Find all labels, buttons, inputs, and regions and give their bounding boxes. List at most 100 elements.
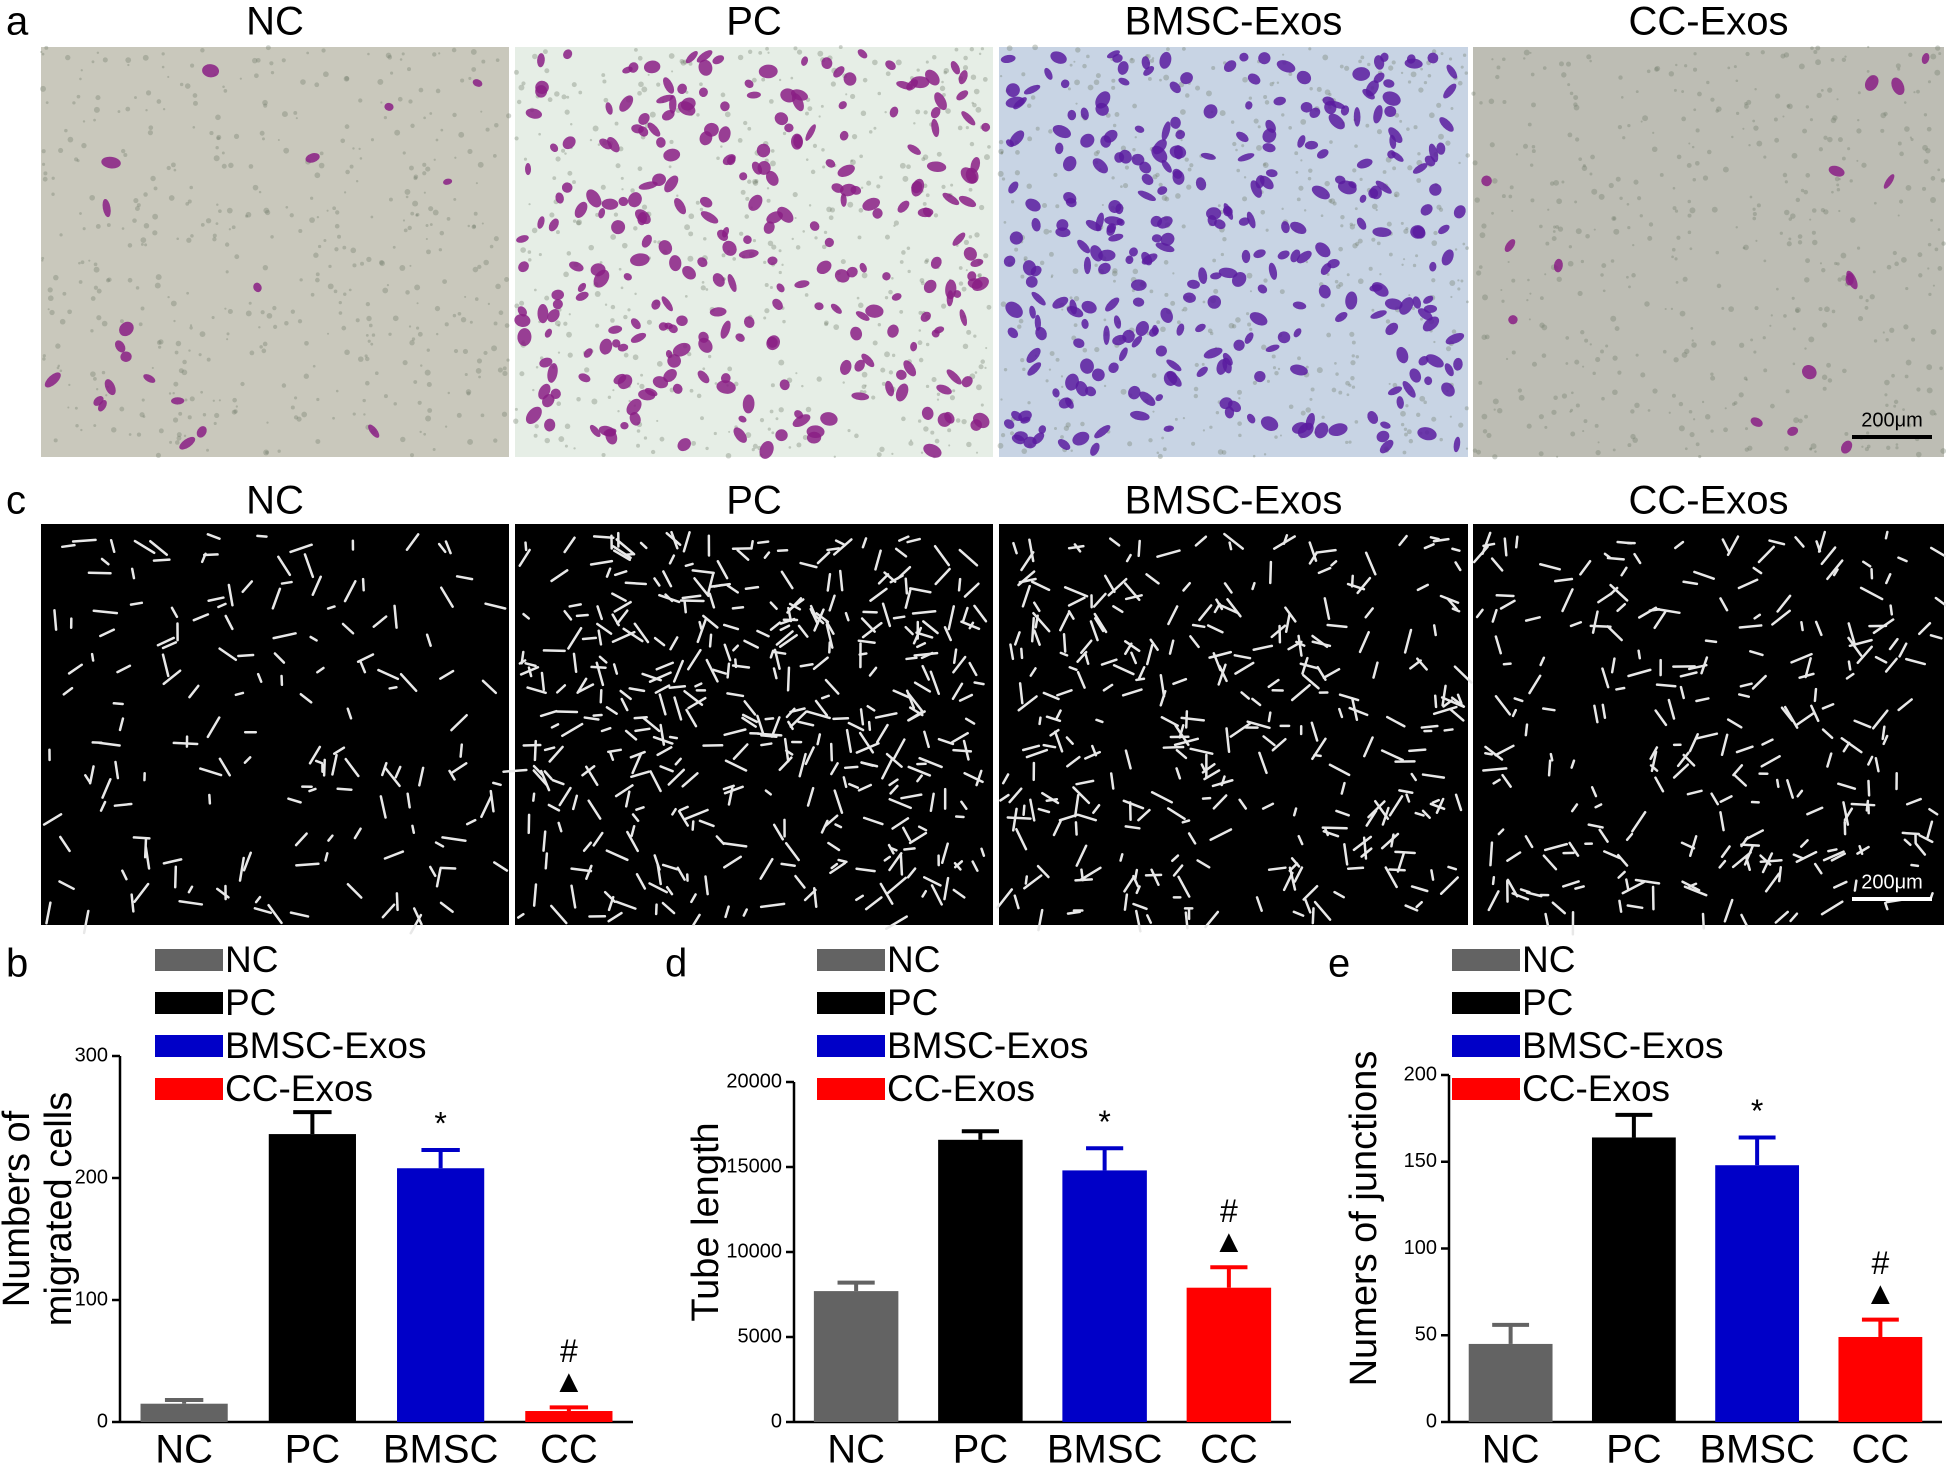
- texture: [872, 340, 878, 346]
- cell: [839, 130, 849, 141]
- x-tick-label: BMSC: [1047, 1428, 1163, 1472]
- texture: [1262, 162, 1269, 169]
- texture: [1904, 374, 1909, 379]
- x-tick-label: NC: [827, 1428, 885, 1472]
- texture: [107, 277, 112, 282]
- tube-segment: [964, 717, 976, 725]
- texture: [269, 61, 274, 66]
- tube-segment: [957, 577, 962, 592]
- tube-segment: [199, 767, 223, 777]
- tube-segment: [571, 794, 579, 811]
- texture: [778, 407, 784, 413]
- texture: [564, 109, 570, 115]
- cell: [663, 368, 677, 383]
- texture: [1735, 111, 1740, 115]
- tube-segment: [598, 655, 608, 664]
- scale-bar: [1852, 897, 1932, 901]
- texture: [1282, 53, 1285, 56]
- texture: [401, 52, 405, 56]
- texture: [1715, 250, 1720, 255]
- tube-segment: [937, 737, 955, 746]
- texture: [64, 128, 68, 133]
- texture: [958, 266, 963, 270]
- texture: [477, 161, 484, 168]
- texture: [1300, 410, 1306, 416]
- texture: [281, 111, 288, 118]
- texture: [851, 134, 858, 140]
- texture: [763, 316, 767, 320]
- texture: [200, 390, 203, 394]
- texture: [1782, 172, 1788, 178]
- tube-segment: [439, 901, 454, 914]
- texture: [1511, 350, 1516, 355]
- cell: [1277, 331, 1291, 344]
- bar: [525, 1411, 613, 1422]
- cell: [1081, 318, 1089, 329]
- texture: [920, 281, 925, 286]
- texture: [519, 300, 525, 306]
- tube-segment: [1338, 707, 1344, 719]
- tube-segment: [1159, 674, 1166, 698]
- texture: [1831, 190, 1834, 194]
- tube-segment: [929, 792, 935, 813]
- cell: [1152, 139, 1167, 155]
- tube-segment: [1037, 908, 1044, 932]
- texture: [984, 366, 987, 370]
- texture: [80, 428, 83, 432]
- texture: [703, 237, 707, 241]
- tube-segment: [481, 679, 498, 695]
- cell: [958, 70, 968, 85]
- texture: [1802, 128, 1808, 134]
- tube-segment: [845, 728, 853, 754]
- texture: [1152, 174, 1158, 180]
- tube-segment: [518, 548, 531, 567]
- tube-segment: [395, 892, 399, 912]
- tube-segment: [532, 764, 544, 776]
- texture: [1723, 427, 1728, 433]
- micrograph: [1472, 524, 1946, 936]
- cell: [809, 221, 820, 231]
- tube-segment: [727, 786, 734, 806]
- tube-segment: [1029, 798, 1036, 822]
- texture: [1618, 75, 1623, 80]
- texture: [983, 253, 989, 259]
- texture: [1897, 141, 1902, 146]
- tube-segment: [480, 795, 493, 819]
- tube-segment: [1385, 715, 1406, 728]
- tube-segment: [953, 860, 964, 869]
- texture: [821, 148, 825, 152]
- texture: [1538, 451, 1544, 457]
- texture: [1359, 177, 1363, 181]
- texture: [957, 125, 963, 131]
- tube-segment: [633, 622, 650, 644]
- cell: [1005, 96, 1025, 108]
- tube-segment: [112, 702, 124, 706]
- cell: [1200, 152, 1216, 160]
- tube-segment: [331, 753, 338, 776]
- tube-segment: [202, 553, 219, 557]
- texture: [1112, 268, 1118, 274]
- texture: [1249, 290, 1252, 293]
- tube-segment: [144, 845, 151, 870]
- cell: [1424, 376, 1433, 386]
- texture: [227, 309, 233, 315]
- tube-segment: [786, 666, 791, 692]
- texture: [140, 306, 145, 311]
- cell: [698, 87, 708, 98]
- cell: [816, 260, 832, 275]
- cell: [550, 143, 559, 153]
- texture: [1438, 133, 1444, 140]
- cell: [1322, 96, 1335, 106]
- x-tick-label: BMSC: [1699, 1428, 1815, 1472]
- texture: [408, 99, 413, 104]
- tube-segment: [1021, 584, 1031, 608]
- tube-segment: [635, 806, 645, 811]
- texture: [1479, 101, 1483, 105]
- texture: [1840, 252, 1847, 259]
- tube-segment: [1667, 698, 1676, 720]
- texture: [1605, 344, 1609, 348]
- texture: [1464, 406, 1469, 411]
- tube-segment: [1482, 542, 1496, 548]
- texture: [1294, 151, 1299, 156]
- tube-segment: [1079, 639, 1093, 655]
